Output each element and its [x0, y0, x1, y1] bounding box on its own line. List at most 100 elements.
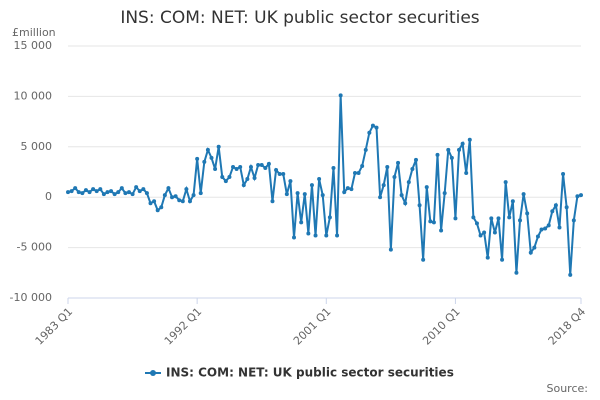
data-point — [503, 180, 508, 185]
data-point — [442, 191, 447, 196]
data-point — [227, 175, 232, 180]
data-point — [216, 144, 221, 149]
y-tick-label: -10 000 — [10, 291, 52, 304]
data-point — [317, 177, 322, 182]
data-point — [213, 166, 218, 171]
data-point — [309, 183, 314, 188]
data-point — [123, 191, 128, 196]
data-point — [546, 223, 551, 228]
data-point — [482, 230, 487, 235]
y-tick-label: 5 000 — [21, 140, 53, 153]
data-point — [105, 190, 110, 195]
data-point — [209, 155, 214, 160]
data-point — [575, 194, 580, 199]
data-point — [320, 193, 325, 198]
data-point — [568, 272, 573, 277]
data-point — [306, 231, 311, 236]
x-tick-label: 2018 Q4 — [546, 305, 589, 348]
data-point — [374, 125, 379, 130]
data-point — [417, 203, 422, 208]
data-point — [489, 216, 494, 221]
y-tick-label: 15 000 — [14, 39, 53, 52]
data-point — [370, 123, 375, 128]
data-point — [561, 172, 566, 177]
data-point — [525, 211, 530, 216]
data-point — [155, 208, 160, 213]
data-point — [388, 247, 393, 252]
data-point — [292, 235, 297, 240]
data-point — [130, 192, 135, 197]
data-point — [263, 165, 268, 170]
data-point — [191, 193, 196, 198]
data-point — [478, 233, 483, 238]
data-point — [439, 228, 444, 233]
data-point — [381, 183, 386, 188]
data-point — [94, 189, 99, 194]
data-point — [446, 147, 451, 152]
legend-label: INS: COM: NET: UK public sector securiti… — [166, 366, 454, 380]
data-point — [173, 194, 178, 199]
y-axis-label: £million — [12, 26, 56, 39]
data-point — [180, 199, 185, 204]
data-point — [248, 164, 253, 169]
data-point — [485, 255, 490, 260]
data-point — [112, 192, 117, 197]
data-point — [83, 188, 88, 193]
data-point — [378, 195, 383, 200]
data-point — [327, 215, 332, 220]
data-point — [288, 179, 293, 184]
data-point — [116, 190, 121, 195]
data-point — [274, 167, 279, 172]
data-point — [126, 190, 131, 195]
data-point — [205, 147, 210, 152]
data-point — [266, 161, 271, 166]
data-point — [396, 160, 401, 165]
data-point — [166, 186, 171, 191]
data-point — [159, 205, 164, 210]
data-point — [109, 189, 114, 194]
data-point — [256, 162, 261, 167]
data-point — [550, 209, 555, 214]
data-point — [392, 175, 397, 180]
data-point — [91, 187, 96, 192]
data-point — [270, 199, 275, 204]
data-point — [195, 156, 200, 161]
data-point — [335, 233, 340, 238]
data-point — [87, 190, 92, 195]
x-tick-label: 1983 Q1 — [33, 305, 76, 348]
data-point — [162, 193, 167, 198]
data-point — [413, 157, 418, 162]
data-point — [184, 187, 189, 192]
data-point — [532, 245, 537, 250]
data-point — [137, 189, 142, 194]
data-point — [514, 270, 519, 275]
data-point — [302, 192, 307, 197]
data-point — [431, 220, 436, 225]
data-point — [539, 227, 544, 232]
data-point — [299, 220, 304, 225]
y-tick-label: -5 000 — [17, 241, 52, 254]
data-point — [69, 189, 74, 194]
data-point — [471, 215, 476, 220]
data-point — [313, 233, 318, 238]
data-point — [421, 257, 426, 262]
data-point — [231, 164, 236, 169]
data-point — [553, 203, 558, 208]
data-point — [202, 159, 207, 164]
data-point — [76, 190, 81, 195]
data-point — [367, 130, 372, 135]
data-point — [510, 199, 515, 204]
data-point — [492, 230, 497, 235]
data-point — [134, 185, 139, 190]
data-point — [528, 250, 533, 255]
data-point — [148, 201, 153, 206]
data-point — [385, 164, 390, 169]
data-point — [500, 257, 505, 262]
data-point — [460, 141, 465, 146]
data-point — [535, 234, 540, 239]
data-point — [356, 171, 361, 176]
data-point — [238, 164, 243, 169]
x-tick-label: 2001 Q1 — [291, 305, 334, 348]
data-point — [281, 172, 286, 177]
data-point — [295, 191, 300, 196]
